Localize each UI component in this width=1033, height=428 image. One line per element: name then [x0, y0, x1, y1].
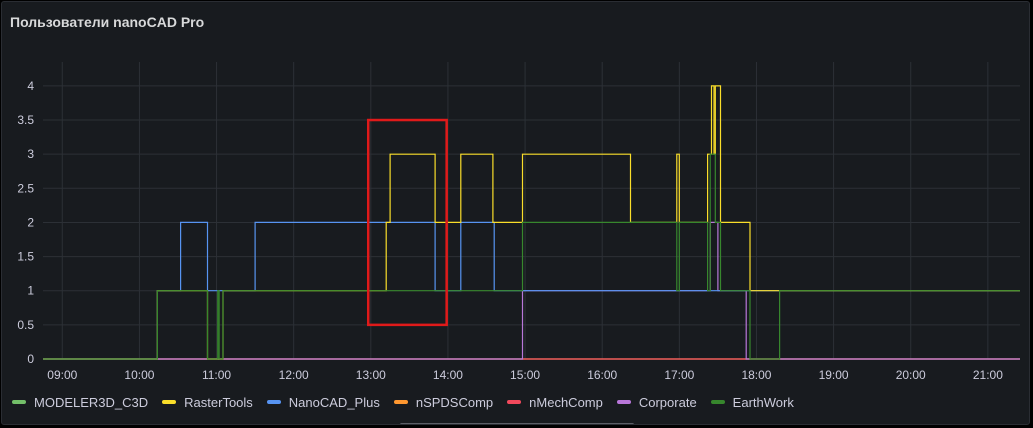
legend-item-nanocad-plus[interactable]: NanoCAD_Plus	[266, 394, 380, 410]
x-tick-label: 09:00	[47, 368, 77, 382]
legend-label: NanoCAD_Plus	[288, 394, 380, 410]
legend-swatch	[616, 400, 631, 404]
x-tick-label: 12:00	[279, 368, 309, 382]
x-tick-label: 19:00	[819, 368, 849, 382]
y-tick-label: 0	[27, 352, 34, 366]
legend-swatch	[710, 400, 725, 404]
x-tick-label: 17:00	[664, 368, 694, 382]
x-tick-label: 10:00	[124, 368, 154, 382]
x-tick-label: 15:00	[510, 368, 540, 382]
legend-swatch	[266, 400, 281, 404]
x-tick-label: 18:00	[741, 368, 771, 382]
legend-swatch	[12, 400, 26, 404]
legend-label: RasterTools	[184, 394, 253, 410]
legend-item-nmechcomp[interactable]: nMechComp	[507, 395, 603, 410]
y-tick-label: 4	[27, 79, 34, 93]
panel-title[interactable]: Пользователи nanoCAD Pro	[10, 14, 205, 30]
y-tick-label: 1	[27, 284, 34, 298]
legend-item-modeler3d-c3d[interactable]: MODELER3D_C3D	[12, 395, 148, 410]
horizontal-scrollbar[interactable]	[400, 423, 634, 424]
legend-item-rastertools[interactable]: RasterTools	[162, 395, 253, 410]
legend-label: nSPDSComp	[415, 394, 494, 410]
legend-label: MODELER3D_C3D	[34, 394, 149, 410]
y-tick-label: 3	[27, 147, 34, 161]
y-tick-label: 1.5	[17, 250, 34, 264]
x-tick-label: 13:00	[356, 368, 386, 382]
x-tick-label: 20:00	[896, 368, 926, 382]
y-tick-label: 2	[27, 215, 34, 229]
legend-label: Corporate	[638, 394, 697, 410]
highlight-rectangle	[366, 118, 448, 327]
legend-swatch	[162, 400, 177, 404]
x-tick-label: 21:00	[973, 368, 1003, 382]
y-tick-label: 2.5	[17, 181, 34, 195]
x-tick-label: 16:00	[587, 368, 617, 382]
legend-swatch	[393, 400, 408, 404]
y-tick-label: 3.5	[17, 113, 34, 127]
legend-item-nspdscomp[interactable]: nSPDSComp	[393, 394, 494, 410]
legend-item-earthwork[interactable]: EarthWork	[710, 394, 794, 410]
legend-label: nMechComp	[529, 394, 603, 410]
legend: MODELER3D_C3D RasterTools NanoCAD_Plus nSPD…	[12, 393, 808, 411]
legend-item-corporate[interactable]: Corporate	[616, 394, 697, 410]
x-tick-label: 14:00	[433, 368, 463, 382]
series-line-earthwork[interactable]	[43, 153, 1020, 360]
x-tick-label: 11:00	[202, 368, 231, 382]
legend-swatch	[507, 400, 522, 404]
legend-label: EarthWork	[732, 394, 794, 410]
y-tick-label: 0.5	[17, 318, 34, 332]
